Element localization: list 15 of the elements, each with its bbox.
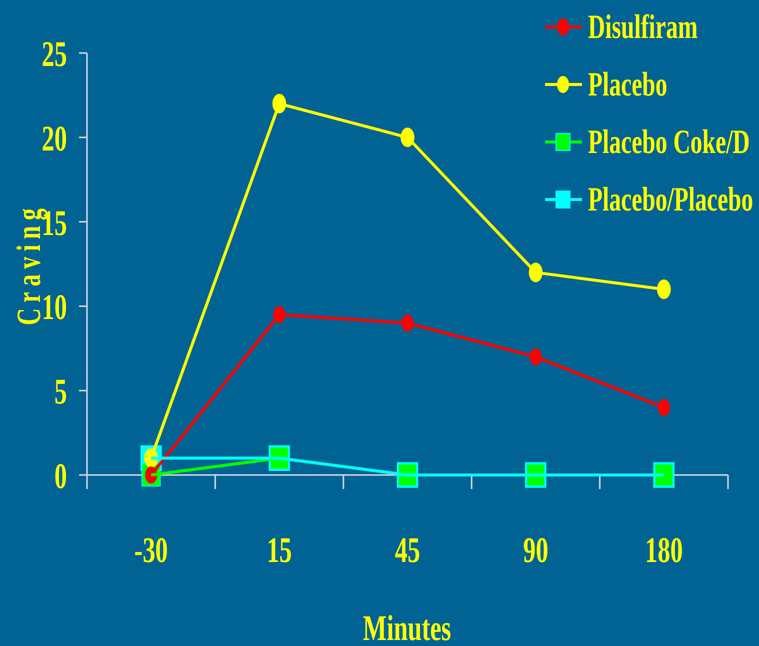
legend-label: Placebo: [588, 66, 668, 104]
y-tick-label: 5: [54, 371, 67, 412]
legend-label: Disulfiram: [588, 9, 698, 46]
x-axis-title: Minutes: [362, 608, 452, 646]
point: [657, 280, 671, 300]
y-tick-label: 0: [54, 456, 67, 496]
x-tick-label: 90: [523, 530, 548, 570]
y-tick-label: 20: [42, 118, 67, 159]
legend-label: Placebo/Placebo: [588, 182, 754, 219]
x-tick-label: 15: [266, 530, 292, 570]
x-tick-label: 180: [645, 530, 683, 570]
x-tick-label: -30: [134, 530, 168, 570]
legend-label: Placebo Coke/D: [588, 124, 750, 162]
y-tick-label: 25: [42, 34, 67, 74]
x-tick-label: 45: [394, 530, 420, 570]
